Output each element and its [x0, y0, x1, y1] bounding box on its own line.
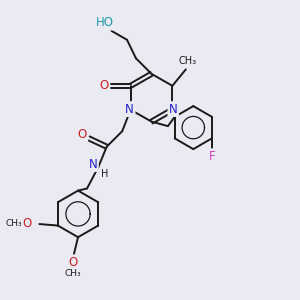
Text: HO: HO: [96, 16, 114, 29]
Text: CH₃: CH₃: [6, 219, 22, 228]
Text: CH₃: CH₃: [64, 269, 81, 278]
Text: N: N: [169, 103, 178, 116]
Text: O: O: [22, 217, 32, 230]
Text: H: H: [101, 169, 109, 178]
Text: O: O: [68, 256, 78, 269]
Text: O: O: [100, 79, 109, 92]
Text: N: N: [88, 158, 97, 170]
Text: CH₃: CH₃: [178, 56, 196, 66]
Text: N: N: [125, 103, 134, 116]
Text: F: F: [208, 150, 215, 163]
Text: O: O: [78, 128, 87, 141]
